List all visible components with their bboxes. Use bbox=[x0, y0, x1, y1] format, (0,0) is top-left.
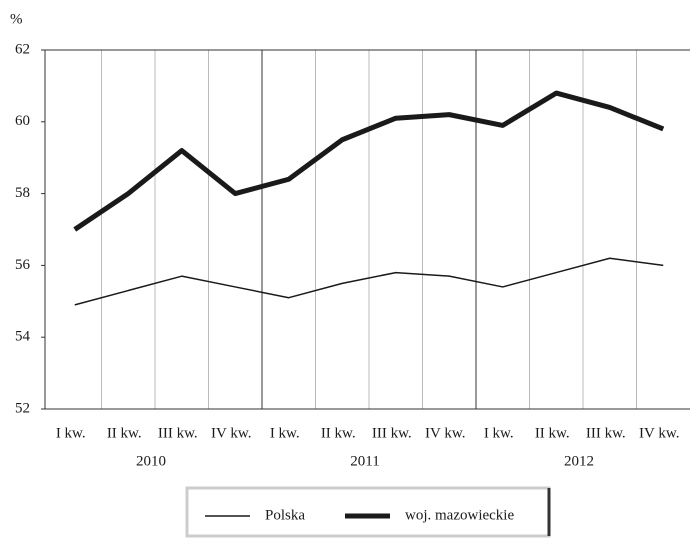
y-axis-label: % bbox=[10, 11, 23, 27]
x-tick-label: I kw. bbox=[270, 425, 300, 441]
x-tick-label: II kw. bbox=[107, 425, 142, 441]
legend-box bbox=[185, 486, 551, 538]
x-tick-label: I kw. bbox=[56, 425, 86, 441]
x-tick-label: III kw. bbox=[158, 425, 198, 441]
x-tick-label: I kw. bbox=[484, 425, 514, 441]
y-tick-label: 52 bbox=[15, 400, 30, 416]
x-tick-label: IV kw. bbox=[211, 425, 251, 441]
series-line bbox=[74, 257, 664, 306]
y-tick-label: 58 bbox=[15, 185, 30, 201]
legend-label: Polska bbox=[265, 507, 305, 523]
x-tick-label: II kw. bbox=[535, 425, 570, 441]
x-tick-label: III kw. bbox=[372, 425, 412, 441]
year-label: 2010 bbox=[136, 453, 166, 469]
y-tick-label: 56 bbox=[15, 257, 31, 273]
x-tick-label: IV kw. bbox=[425, 425, 465, 441]
year-label: 2011 bbox=[350, 453, 379, 469]
series-line bbox=[73, 90, 665, 232]
y-tick-label: 54 bbox=[15, 329, 31, 345]
y-tick-label: 62 bbox=[15, 41, 30, 57]
x-tick-label: II kw. bbox=[321, 425, 356, 441]
x-tick-label: IV kw. bbox=[639, 425, 679, 441]
year-label: 2012 bbox=[564, 453, 594, 469]
x-tick-label: III kw. bbox=[586, 425, 626, 441]
y-tick-label: 60 bbox=[15, 113, 30, 129]
legend-label: woj. mazowieckie bbox=[405, 507, 514, 523]
